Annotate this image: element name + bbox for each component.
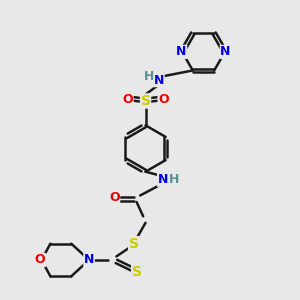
Text: S: S: [129, 237, 139, 250]
Text: S: S: [132, 265, 142, 279]
Text: O: O: [122, 93, 133, 106]
Text: S: S: [140, 94, 151, 108]
Text: H: H: [144, 70, 154, 83]
Text: N: N: [84, 254, 94, 266]
Text: N: N: [158, 173, 168, 186]
Text: O: O: [158, 93, 169, 106]
Text: N: N: [220, 45, 231, 58]
Text: O: O: [109, 191, 120, 204]
Text: O: O: [35, 254, 45, 266]
Text: H: H: [169, 173, 179, 186]
Text: N: N: [176, 45, 187, 58]
Text: N: N: [154, 74, 164, 87]
